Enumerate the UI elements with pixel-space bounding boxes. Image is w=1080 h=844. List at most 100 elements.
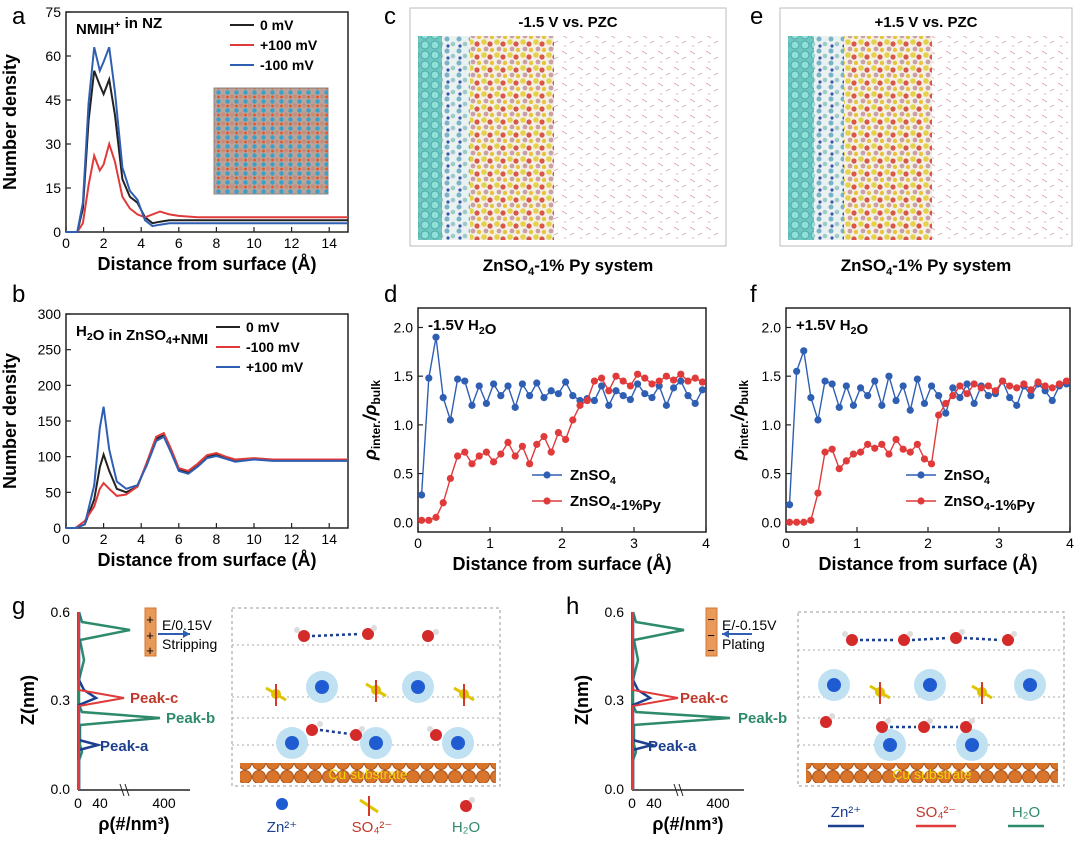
g-xtick-40: 40 [92, 795, 108, 811]
f-series-0-point [835, 403, 843, 411]
f-legend-marker [917, 471, 925, 479]
d-series-1-point [662, 372, 671, 380]
f-series-0-point [785, 501, 794, 509]
d-series-0-point [497, 392, 505, 400]
f-series-0-point [913, 375, 921, 383]
f-series-0-point [807, 394, 815, 402]
chart-panel-a: 0 2 4 6 8 10 12 14 0 15 30 45 60 75 Distance from surf… [0, 4, 349, 274]
g-xtick-400: 400 [152, 795, 176, 811]
f-xtick-label: 3 [995, 535, 1003, 551]
h-xtick-40: 40 [646, 795, 662, 811]
chart-panel-b: 0 2 4 6 8 10 12 14 0 50 100 150 200 250 300 Distance fr… [0, 306, 349, 570]
snapshot-title-e: +1.5 V vs. PZC [875, 14, 978, 31]
d-series-0-point [468, 401, 476, 409]
f-series-1-point [970, 380, 978, 388]
h-xtick-0: 0 [628, 795, 636, 811]
f-series-0-point [878, 401, 886, 409]
a-series-line-2 [66, 46, 348, 233]
g-peak-b: Peak-b [166, 710, 215, 727]
f-series-1-point [821, 448, 829, 456]
h-cu-substrate [806, 763, 1058, 783]
a-legend-label: 0 mV [260, 17, 294, 33]
b-xtick-label: 4 [137, 531, 145, 547]
f-ytick-label: 0.0 [762, 514, 782, 530]
d-series-0-point [432, 333, 440, 341]
d-series-1-point [583, 396, 591, 405]
f-series-1-point [878, 440, 886, 448]
d-series-0-point [598, 382, 606, 390]
svg-text:−: − [707, 643, 715, 658]
f-ytick-label: 1.5 [762, 368, 782, 384]
d-series-1-point [554, 429, 563, 437]
a-ytick-label: 75 [45, 4, 61, 20]
d-series-1-point [605, 387, 613, 395]
f-series-0-point [1027, 392, 1035, 400]
f-series-1-point [913, 440, 921, 448]
a-series-line-1 [66, 140, 348, 233]
f-series-1-point [835, 465, 843, 473]
panel-letter-a: a [12, 3, 26, 30]
g-field-label: E/0.15V [162, 617, 212, 633]
f-series-1-point [1006, 382, 1014, 390]
d-series-0-point [590, 396, 599, 405]
g-ytick-0.6: 0.6 [51, 604, 71, 620]
zn-electrode-slab [418, 36, 442, 240]
d-series-0-point [691, 399, 699, 408]
d-series-1-point [634, 370, 642, 378]
panel-letter-h: h [566, 593, 579, 620]
g-sulfate-ions [265, 680, 475, 706]
d-series-1-point [547, 448, 555, 456]
f-xlabel: Distance from surface (Å) [818, 554, 1037, 574]
f-series-0-point [892, 396, 900, 405]
simulation-snapshot-c: -1.5 V vs. PZC ZnSO4-1% Py system [409, 7, 727, 278]
g-so4-profile [78, 612, 125, 790]
f-series-1-point [849, 450, 858, 458]
h-process-label: Plating [722, 636, 765, 652]
h-field-bar [705, 607, 718, 657]
b-chart-title: H2O in ZnSO4+NMI [76, 323, 208, 348]
ion-layer [842, 36, 932, 240]
d-ytick-label: 2.0 [394, 319, 414, 335]
a-xtick-label: 6 [175, 235, 183, 251]
f-series-0-point [970, 399, 978, 408]
d-series-1-point [475, 452, 483, 460]
f-series-0-point [920, 399, 929, 408]
f-series-1-point [998, 377, 1007, 385]
d-series-0-point [504, 382, 512, 390]
g-peak-c: Peak-c [130, 690, 178, 707]
d-xlabel: Distance from surface (Å) [452, 554, 671, 574]
h-field-label: E/-0.15V [722, 617, 777, 633]
f-series-1-point [899, 445, 907, 453]
g-ytick-0.3: 0.3 [51, 692, 71, 708]
f-series-0-point [793, 367, 801, 375]
d-series-1-point [619, 377, 627, 385]
b-ytick-label: 200 [38, 377, 62, 393]
svg-text:−: − [707, 612, 715, 627]
a-ytick-label: 30 [45, 136, 61, 152]
g-process-label: Stripping [162, 636, 217, 652]
f-series-1-point [991, 387, 1000, 395]
a-xtick-label: 0 [62, 235, 70, 251]
a-plot-frame [65, 11, 349, 233]
interface-mixed-layer [440, 36, 470, 240]
f-series-1-point [1041, 382, 1049, 390]
d-series-1-point [598, 374, 606, 382]
b-series-line-1 [66, 431, 348, 529]
f-xtick-label: 1 [853, 535, 861, 551]
f-series-0-point [956, 394, 964, 402]
d-series-0-point [518, 380, 527, 388]
b-ytick-label: 50 [45, 484, 61, 500]
f-ytick-label: 2.0 [762, 319, 782, 335]
d-xtick-label: 3 [630, 535, 638, 551]
f-ytick-label: 0.5 [762, 466, 782, 482]
f-series-0-point [935, 392, 943, 400]
f-series-1-point [1020, 380, 1028, 388]
f-series-1-point [807, 516, 815, 524]
d-series-1-point [425, 516, 433, 524]
a-ylabel: Number density [0, 54, 20, 190]
b-ylabel: Number density [0, 353, 20, 489]
f-series-0-point [927, 382, 936, 390]
f-series-0-point [963, 380, 971, 388]
d-series-1-point [482, 448, 490, 456]
f-series-1-point [814, 489, 822, 497]
